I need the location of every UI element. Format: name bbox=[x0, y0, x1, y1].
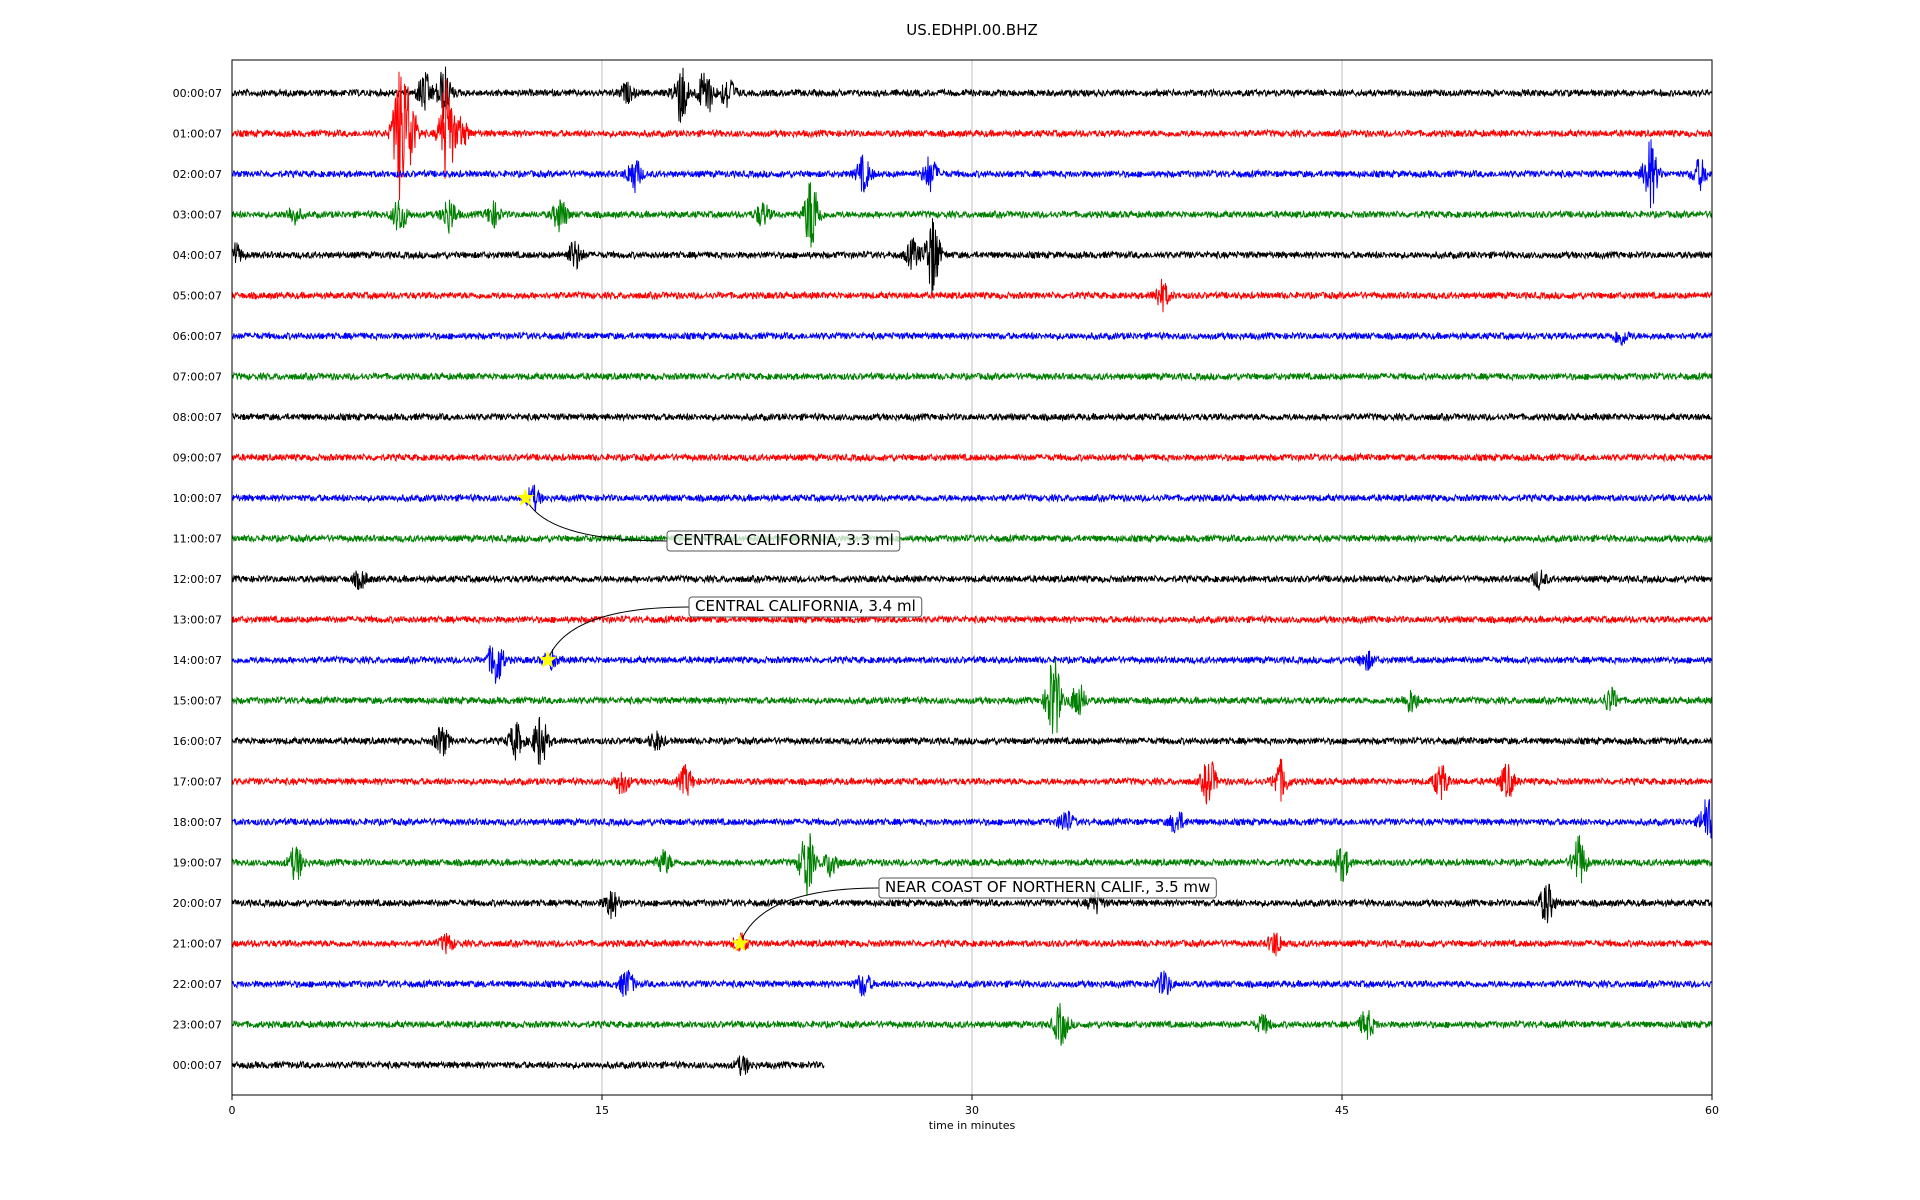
trace-row bbox=[231, 1002, 1713, 1046]
x-axis-label: time in minutes bbox=[929, 1119, 1016, 1132]
trace-row bbox=[231, 218, 1713, 293]
row-time-label: 23:00:07 bbox=[173, 1019, 222, 1032]
row-time-label: 12:00:07 bbox=[173, 573, 222, 586]
trace-row bbox=[231, 969, 1713, 998]
row-time-label: 04:00:07 bbox=[173, 249, 222, 262]
trace-row bbox=[231, 716, 1713, 765]
row-time-label: 22:00:07 bbox=[173, 978, 222, 991]
trace-row bbox=[231, 932, 1713, 957]
row-time-label: 16:00:07 bbox=[173, 735, 222, 748]
x-tick-label: 60 bbox=[1705, 1104, 1719, 1117]
row-time-label: 11:00:07 bbox=[173, 533, 222, 546]
trace-row bbox=[231, 569, 1713, 591]
trace-row bbox=[231, 71, 1713, 201]
x-axis-ticks: 0 15 30 45 60 bbox=[229, 1095, 1719, 1117]
trace-row bbox=[231, 371, 1713, 382]
annotation-connector bbox=[739, 887, 880, 944]
traces bbox=[231, 66, 1713, 1076]
annotation-box bbox=[688, 596, 923, 618]
trace-row bbox=[231, 139, 1713, 209]
row-time-label: 00:00:07 bbox=[173, 1059, 222, 1072]
trace-row bbox=[231, 758, 1713, 805]
row-time-label: 09:00:07 bbox=[173, 452, 222, 465]
event-star-marker bbox=[516, 488, 535, 506]
annotation-box bbox=[666, 530, 901, 552]
trace-row bbox=[231, 411, 1713, 423]
row-time-label: 19:00:07 bbox=[173, 857, 222, 870]
event-star-marker bbox=[731, 934, 749, 952]
x-tick-label: 45 bbox=[1335, 1104, 1349, 1117]
x-tick-label: 0 bbox=[229, 1104, 236, 1117]
trace-row bbox=[231, 1055, 825, 1076]
trace-row bbox=[231, 182, 1713, 248]
row-time-label: 05:00:07 bbox=[173, 290, 222, 303]
row-labels: 00:00:07 01:00:07 02:00:07 03:00:07 04:00:07… bbox=[173, 87, 222, 1072]
trace-row bbox=[231, 66, 1713, 123]
trace-row bbox=[231, 799, 1713, 839]
trace-row bbox=[231, 658, 1713, 734]
trace-row bbox=[231, 645, 1713, 684]
trace-row bbox=[231, 484, 1713, 511]
annotation-label: CENTRAL CALIFORNIA, 3.4 ml bbox=[695, 597, 916, 615]
annotations: CENTRAL CALIFORNIA, 3.3 ml CENTRAL CALIFO… bbox=[516, 488, 1217, 952]
row-time-label: 03:00:07 bbox=[173, 209, 222, 222]
x-tick-label: 30 bbox=[965, 1104, 979, 1117]
trace-row bbox=[231, 533, 1713, 544]
row-time-label: 15:00:07 bbox=[173, 695, 222, 708]
annotation-connector bbox=[525, 497, 668, 542]
annotation-label: CENTRAL CALIFORNIA, 3.3 ml bbox=[673, 531, 894, 549]
trace-row bbox=[231, 833, 1713, 896]
trace-row bbox=[231, 614, 1713, 625]
row-time-label: 07:00:07 bbox=[173, 371, 222, 384]
x-tick-label: 15 bbox=[595, 1104, 609, 1117]
row-time-label: 08:00:07 bbox=[173, 411, 222, 424]
annotation-connector bbox=[547, 606, 690, 661]
event-star-marker bbox=[538, 650, 557, 668]
row-time-label: 00:00:07 bbox=[173, 87, 222, 100]
row-time-label: 14:00:07 bbox=[173, 654, 222, 667]
row-time-label: 17:00:07 bbox=[173, 776, 222, 789]
row-time-label: 21:00:07 bbox=[173, 938, 222, 951]
trace-row bbox=[231, 330, 1713, 346]
row-time-label: 20:00:07 bbox=[173, 897, 222, 910]
trace-row bbox=[231, 452, 1713, 463]
chart-title: US.EDHPI.00.BHZ bbox=[906, 21, 1038, 39]
row-time-label: 02:00:07 bbox=[173, 168, 222, 181]
trace-row bbox=[231, 278, 1713, 313]
annotation-box bbox=[878, 877, 1217, 899]
row-time-label: 01:00:07 bbox=[173, 128, 222, 141]
row-time-label: 18:00:07 bbox=[173, 816, 222, 829]
row-time-label: 13:00:07 bbox=[173, 614, 222, 627]
row-time-label: 10:00:07 bbox=[173, 492, 222, 505]
annotation-label: NEAR COAST OF NORTHERN CALIF., 3.5 mw bbox=[885, 878, 1210, 896]
row-time-label: 06:00:07 bbox=[173, 330, 222, 343]
trace-row bbox=[231, 883, 1713, 924]
